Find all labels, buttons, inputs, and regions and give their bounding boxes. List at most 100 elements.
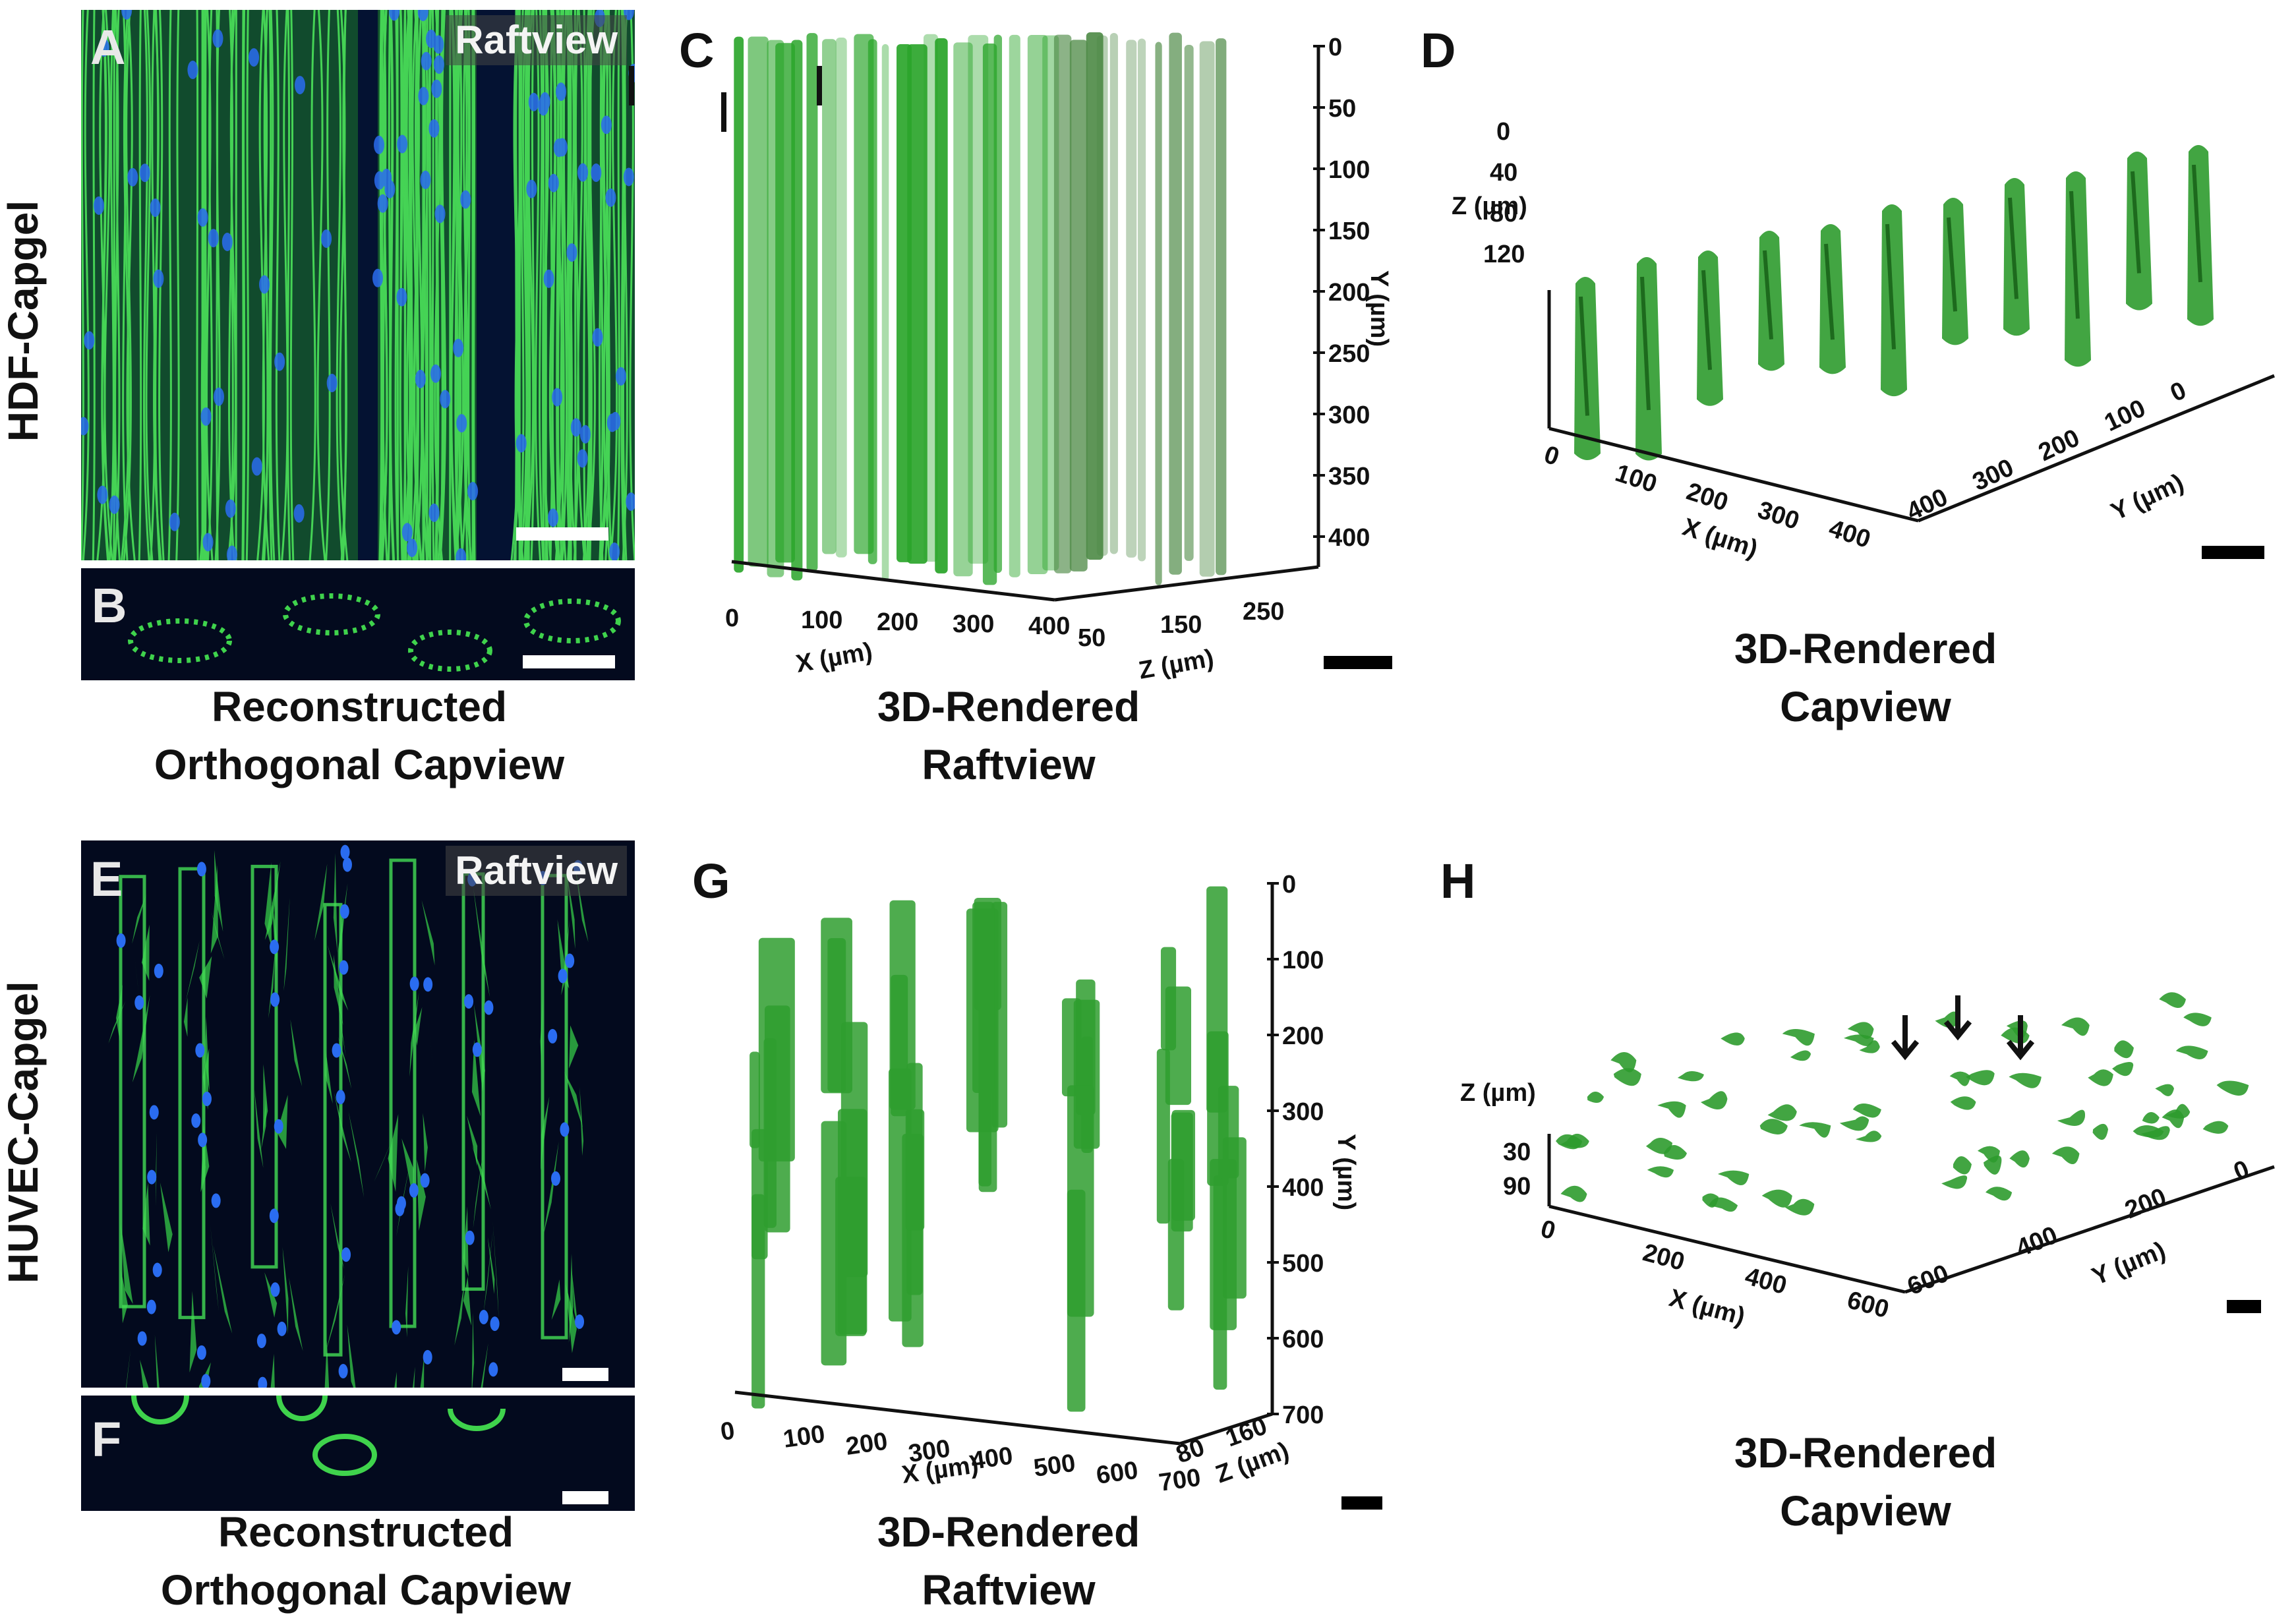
y-axis-label: Y (µm)	[2088, 1237, 2169, 1291]
divider-line	[81, 1389, 635, 1394]
rendered-fiber	[1126, 40, 1137, 558]
rendered-fiber	[1199, 41, 1215, 577]
rendered-fiber	[1169, 32, 1182, 575]
rendered-channel	[1819, 224, 1846, 374]
rendered-blob	[1843, 1034, 1874, 1046]
z-axis-label: Z (µm)	[1452, 192, 1527, 220]
rendered-blob	[1855, 1131, 1882, 1142]
panel-g-render: 0 100 200 300 400 500 600 700 Y (µm) 0 100 200 300 40…	[719, 871, 1360, 1497]
y-tick-label: 600	[1282, 1326, 1324, 1353]
rendered-blob	[1663, 1144, 1687, 1160]
z-tick-label: 90	[1503, 1173, 1531, 1200]
scale-bar	[1324, 656, 1392, 669]
rendered-blob	[1709, 1197, 1738, 1212]
rendered-channel	[1881, 204, 1907, 397]
rendered-blob	[2112, 1062, 2134, 1076]
panel-letter-d: D	[1421, 23, 1456, 78]
rendered-fiber	[1076, 979, 1096, 1115]
x-tick-label: 100	[781, 1420, 827, 1453]
y-axis-label: Y (µm)	[2107, 469, 2188, 526]
rendered-blob	[2057, 1109, 2086, 1127]
x-tick-label: 600	[1844, 1286, 1892, 1324]
rendered-fiber	[758, 937, 795, 1162]
y-tick-label: 700	[1282, 1401, 1324, 1429]
rendered-blob	[1847, 1022, 1874, 1040]
y-axis-label: Y (µm)	[1332, 1134, 1360, 1210]
rendered-blob	[1647, 1166, 1674, 1178]
rendered-fiber	[1069, 40, 1088, 572]
rendered-blob	[2155, 1084, 2174, 1096]
y-tick-label: 0	[1328, 34, 1342, 61]
x-tick-label: 700	[1157, 1463, 1202, 1496]
y-tick-label: 200	[2121, 1183, 2171, 1225]
rendered-blob	[1859, 1040, 1880, 1053]
arrow-icon	[1943, 995, 1972, 1041]
y-tick-label: 200	[1282, 1022, 1324, 1050]
rendered-blob	[2009, 1073, 2042, 1088]
rendered-channel	[1758, 231, 1784, 371]
x-axis-label: X (µm)	[1666, 1284, 1748, 1331]
z-tick-label: 150	[1160, 611, 1202, 639]
rendered-blob	[1657, 1101, 1686, 1118]
rendered-fiber	[1096, 35, 1108, 556]
rendered-blob	[1700, 1091, 1728, 1110]
rendered-blob	[1935, 1011, 1959, 1028]
rendered-fiber	[1184, 44, 1194, 561]
rendered-fiber	[751, 1129, 768, 1260]
z-tick-label: 80	[1173, 1434, 1208, 1469]
rendered-blob	[1977, 1146, 2000, 1163]
rendered-blob	[2183, 1013, 2212, 1026]
panel-letter-c: C	[679, 23, 715, 78]
rendered-fiber	[1218, 1086, 1239, 1179]
rendered-blob	[1949, 1071, 1971, 1086]
panel-b-rings	[81, 568, 635, 680]
z-axis-label: Z (µm)	[1460, 1079, 1536, 1107]
panel-f-microscopy: F	[81, 1396, 635, 1511]
rendered-fiber	[1086, 32, 1104, 560]
rendered-fiber	[972, 902, 995, 1094]
panel-letter-b: B	[92, 578, 127, 633]
rendered-blob	[1941, 1175, 1968, 1189]
y-tick-label: 100	[1328, 156, 1370, 184]
rendered-fiber	[835, 1177, 867, 1336]
rendered-fiber	[775, 43, 795, 563]
y-tick-label: 300	[1328, 401, 1370, 429]
rendered-blob	[2175, 1045, 2208, 1059]
rendered-fiber	[822, 39, 837, 554]
rendered-fiber	[1138, 38, 1146, 562]
rendered-blob	[1965, 1070, 1995, 1086]
rendered-blob	[1799, 1122, 1831, 1138]
rendered-blob	[1839, 1116, 1869, 1131]
x-tick-label: 300	[1754, 496, 1802, 536]
rendered-blob	[2114, 1040, 2134, 1059]
rendered-channel	[1942, 198, 1968, 345]
rendered-fiber	[1109, 33, 1118, 554]
x-tick-label: 400	[1028, 612, 1070, 640]
y-tick-label: 350	[1328, 463, 1370, 490]
scale-bar	[516, 527, 608, 541]
rendered-fiber	[1171, 1109, 1195, 1221]
rendered-blob	[1761, 1189, 1792, 1208]
y-tick-label: 400	[2013, 1222, 2062, 1263]
x-tick-label: 300	[906, 1434, 952, 1467]
y-tick-label: 600	[1904, 1260, 1953, 1301]
y-tick-label: 100	[1282, 947, 1324, 974]
y-tick-label: 500	[1282, 1250, 1324, 1278]
rendered-blob	[2202, 1121, 2229, 1134]
caption-capview-bottom: 3D-Rendered Capview	[1734, 1429, 1997, 1535]
rendered-blob	[1767, 1104, 1797, 1121]
rendered-fiber	[1155, 42, 1162, 585]
z-tick-label: 30	[1503, 1138, 1531, 1166]
y-tick-label: 250	[1328, 340, 1370, 368]
rendered-channel	[2003, 178, 2030, 336]
rendered-fiber	[1053, 34, 1072, 574]
raftview-overlay: Raftview	[446, 15, 627, 65]
rendered-blob	[2061, 1017, 2090, 1036]
rendered-fiber	[868, 39, 877, 564]
rendered-blob	[1953, 1156, 1972, 1175]
x-tick-label: 400	[969, 1442, 1015, 1475]
rendered-blob	[1784, 1198, 1815, 1216]
rendered-fiber	[1067, 1085, 1094, 1317]
rendered-fiber	[748, 36, 769, 567]
x-tick-label: 100	[801, 606, 842, 634]
